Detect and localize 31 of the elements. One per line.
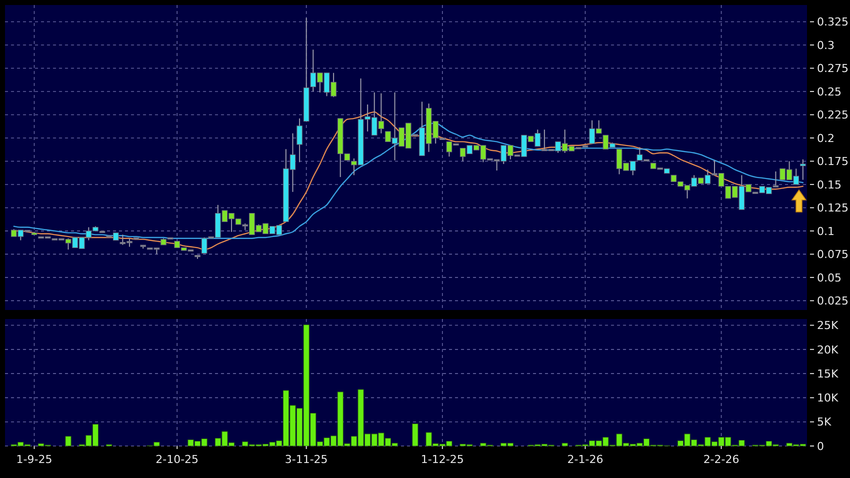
- candlestick: [800, 158, 806, 180]
- y-tick-label: 20K: [817, 343, 839, 356]
- x-tick-label: 2-2-26: [703, 453, 740, 466]
- y-tick-label: 0: [817, 440, 824, 453]
- y-tick-label: 0.25: [817, 85, 842, 98]
- x-tick-label: 2-1-26: [567, 453, 604, 466]
- bar: [412, 424, 418, 446]
- y-tick-label: 0.1: [817, 224, 834, 238]
- x-tick-label: 1-12-25: [420, 453, 464, 466]
- y-tick-label: 10K: [817, 392, 839, 405]
- x-tick-label: 1-9-25: [16, 453, 52, 466]
- bar: [65, 436, 72, 446]
- y-tick-label: 0.3: [817, 38, 834, 52]
- y-tick-label: 0.325: [817, 16, 848, 29]
- line-series: [13, 122, 804, 239]
- candlestick: [296, 118, 302, 163]
- y-tick-label: 15K: [817, 367, 839, 380]
- y-tick-label: 0.275: [817, 62, 848, 76]
- y-tick-label: 0.15: [817, 178, 842, 192]
- y-tick-label: 0.025: [817, 294, 848, 308]
- x-tick-label: 3-11-25: [284, 453, 328, 466]
- y-tick-label: 0.225: [817, 108, 848, 122]
- y-tick-label: 0.2: [817, 132, 834, 145]
- bar: [562, 442, 568, 446]
- y-tick-label: 5K: [817, 416, 832, 429]
- y-tick-label: 0.075: [817, 248, 848, 262]
- y-tick-label: 0.05: [817, 271, 842, 284]
- x-tick-label: 2-10-25: [156, 453, 199, 466]
- y-tick-label: 0.175: [817, 155, 848, 168]
- y-tick-label: 25K: [817, 319, 839, 332]
- y-tick-label: 0.125: [817, 202, 848, 215]
